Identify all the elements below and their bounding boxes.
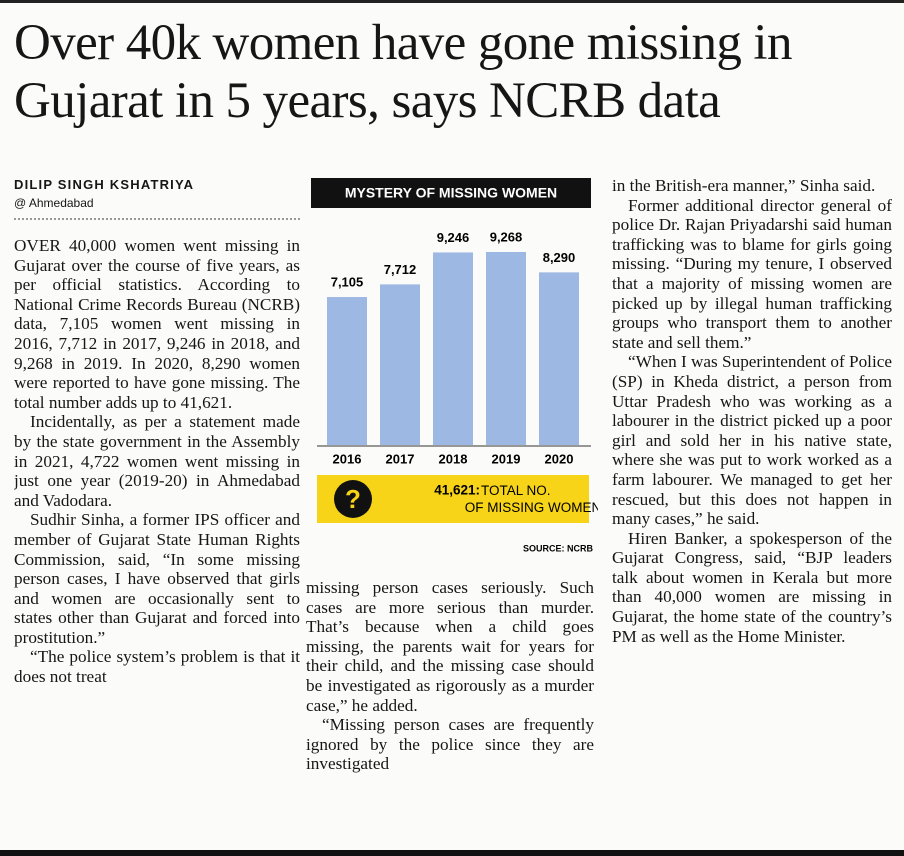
bar xyxy=(433,252,473,445)
source: SOURCE: NCRB xyxy=(523,543,594,553)
x-tick-label: 2020 xyxy=(545,451,574,466)
bar xyxy=(327,297,367,445)
author: DILIP SINGH KSHATRIYA xyxy=(14,177,195,192)
chart-title-bg xyxy=(311,178,591,208)
paragraph: in the British-era manner,” Sinha said. xyxy=(612,176,876,195)
column: missing person cases seriously. Such cas… xyxy=(306,578,594,836)
headline: Over 40k women have gone missing in Guja… xyxy=(14,15,792,129)
bar xyxy=(380,284,420,445)
x-tick-label: 2019 xyxy=(492,451,521,466)
paragraph: Former additional director general of po… xyxy=(612,195,892,352)
total-value: 41,621: xyxy=(434,483,480,498)
value-label: 9,246 xyxy=(437,230,470,245)
paragraph: “The police system’s problem is that it … xyxy=(14,647,300,687)
column: in the British-era manner,” Sinha said. F… xyxy=(612,176,892,836)
paragraph: Hiren Banker, a spokesperson of the Guja… xyxy=(612,528,892,646)
rule xyxy=(0,0,904,3)
paragraph: Sudhir Sinha, a former IPS officer and m… xyxy=(14,510,300,647)
value-label: 7,105 xyxy=(331,274,364,289)
x-tick-label: 2018 xyxy=(439,451,468,466)
icon-mark: ? xyxy=(345,484,361,514)
chart: MYSTERY OF MISSING WOMEN ? 41,621: TOTAL… xyxy=(311,178,598,553)
x-tick-label: 2016 xyxy=(333,451,362,466)
chart-title: MYSTERY OF MISSING WOMEN xyxy=(345,185,557,201)
x-tick-label: 2017 xyxy=(386,451,415,466)
rule xyxy=(0,850,904,856)
bar xyxy=(486,252,526,445)
bar xyxy=(539,272,579,445)
paragraph: OVER 40,000 women went missing in Gujara… xyxy=(14,236,300,412)
location: @ Ahmedabad xyxy=(14,196,94,210)
paragraph: Incidentally, as per a statement made by… xyxy=(14,412,300,510)
paragraph: “Missing person cases are frequently ign… xyxy=(306,715,594,774)
paragraph: missing person cases seriously. Such cas… xyxy=(306,578,594,715)
icon xyxy=(334,480,372,518)
total-text: TOTAL NO. OF MISSING WOMEN xyxy=(465,483,598,515)
byline: DILIP SINGH KSHATRIYA @ Ahmedabad xyxy=(14,177,300,220)
value-label: 7,712 xyxy=(384,262,417,277)
value-label: 9,268 xyxy=(490,229,523,244)
column: OVER 40,000 women went missing in Gujara… xyxy=(14,236,300,836)
paragraph: “When I was Superintendent of Police (SP… xyxy=(612,352,892,529)
value-label: 8,290 xyxy=(543,250,576,265)
